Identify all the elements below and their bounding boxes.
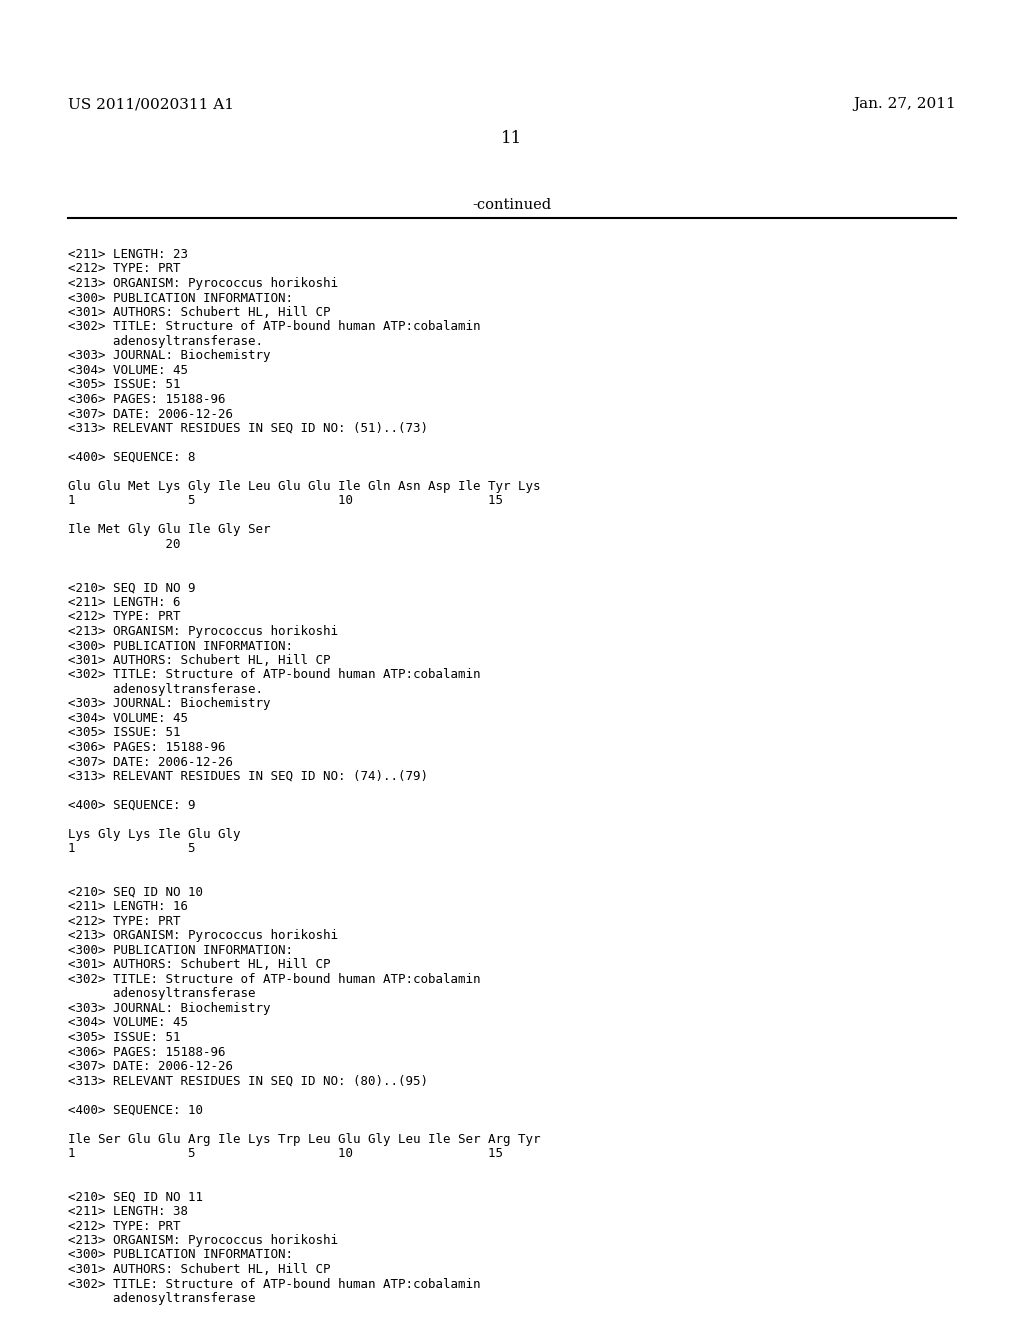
Text: <313> RELEVANT RESIDUES IN SEQ ID NO: (74)..(79): <313> RELEVANT RESIDUES IN SEQ ID NO: (7… xyxy=(68,770,428,783)
Text: -continued: -continued xyxy=(472,198,552,213)
Text: <212> TYPE: PRT: <212> TYPE: PRT xyxy=(68,915,180,928)
Text: <307> DATE: 2006-12-26: <307> DATE: 2006-12-26 xyxy=(68,1060,233,1073)
Text: 1               5: 1 5 xyxy=(68,842,196,855)
Text: 20: 20 xyxy=(68,539,180,550)
Text: <211> LENGTH: 6: <211> LENGTH: 6 xyxy=(68,597,180,609)
Text: <301> AUTHORS: Schubert HL, Hill CP: <301> AUTHORS: Schubert HL, Hill CP xyxy=(68,306,331,319)
Text: US 2011/0020311 A1: US 2011/0020311 A1 xyxy=(68,96,234,111)
Text: <302> TITLE: Structure of ATP-bound human ATP:cobalamin: <302> TITLE: Structure of ATP-bound huma… xyxy=(68,1278,480,1291)
Text: Glu Glu Met Lys Gly Ile Leu Glu Glu Ile Gln Asn Asp Ile Tyr Lys: Glu Glu Met Lys Gly Ile Leu Glu Glu Ile … xyxy=(68,480,541,492)
Text: <304> VOLUME: 45: <304> VOLUME: 45 xyxy=(68,711,188,725)
Text: <307> DATE: 2006-12-26: <307> DATE: 2006-12-26 xyxy=(68,755,233,768)
Text: <300> PUBLICATION INFORMATION:: <300> PUBLICATION INFORMATION: xyxy=(68,944,293,957)
Text: 11: 11 xyxy=(502,129,522,147)
Text: <210> SEQ ID NO 10: <210> SEQ ID NO 10 xyxy=(68,886,203,899)
Text: adenosyltransferase.: adenosyltransferase. xyxy=(68,682,263,696)
Text: <304> VOLUME: 45: <304> VOLUME: 45 xyxy=(68,1016,188,1030)
Text: <213> ORGANISM: Pyrococcus horikoshi: <213> ORGANISM: Pyrococcus horikoshi xyxy=(68,277,338,290)
Text: <302> TITLE: Structure of ATP-bound human ATP:cobalamin: <302> TITLE: Structure of ATP-bound huma… xyxy=(68,668,480,681)
Text: Ile Met Gly Glu Ile Gly Ser: Ile Met Gly Glu Ile Gly Ser xyxy=(68,524,270,536)
Text: 1               5                   10                  15: 1 5 10 15 xyxy=(68,1147,503,1160)
Text: Ile Ser Glu Glu Arg Ile Lys Trp Leu Glu Gly Leu Ile Ser Arg Tyr: Ile Ser Glu Glu Arg Ile Lys Trp Leu Glu … xyxy=(68,1133,541,1146)
Text: <303> JOURNAL: Biochemistry: <303> JOURNAL: Biochemistry xyxy=(68,1002,270,1015)
Text: <306> PAGES: 15188-96: <306> PAGES: 15188-96 xyxy=(68,393,225,407)
Text: <211> LENGTH: 38: <211> LENGTH: 38 xyxy=(68,1205,188,1218)
Text: <305> ISSUE: 51: <305> ISSUE: 51 xyxy=(68,726,180,739)
Text: <400> SEQUENCE: 10: <400> SEQUENCE: 10 xyxy=(68,1104,203,1117)
Text: <301> AUTHORS: Schubert HL, Hill CP: <301> AUTHORS: Schubert HL, Hill CP xyxy=(68,958,331,972)
Text: <303> JOURNAL: Biochemistry: <303> JOURNAL: Biochemistry xyxy=(68,350,270,363)
Text: adenosyltransferase.: adenosyltransferase. xyxy=(68,335,263,348)
Text: adenosyltransferase: adenosyltransferase xyxy=(68,987,256,1001)
Text: <210> SEQ ID NO 9: <210> SEQ ID NO 9 xyxy=(68,582,196,594)
Text: <301> AUTHORS: Schubert HL, Hill CP: <301> AUTHORS: Schubert HL, Hill CP xyxy=(68,1263,331,1276)
Text: <400> SEQUENCE: 8: <400> SEQUENCE: 8 xyxy=(68,451,196,465)
Text: <300> PUBLICATION INFORMATION:: <300> PUBLICATION INFORMATION: xyxy=(68,292,293,305)
Text: <305> ISSUE: 51: <305> ISSUE: 51 xyxy=(68,1031,180,1044)
Text: 1               5                   10                  15: 1 5 10 15 xyxy=(68,495,503,507)
Text: <302> TITLE: Structure of ATP-bound human ATP:cobalamin: <302> TITLE: Structure of ATP-bound huma… xyxy=(68,973,480,986)
Text: <212> TYPE: PRT: <212> TYPE: PRT xyxy=(68,610,180,623)
Text: <302> TITLE: Structure of ATP-bound human ATP:cobalamin: <302> TITLE: Structure of ATP-bound huma… xyxy=(68,321,480,334)
Text: Lys Gly Lys Ile Glu Gly: Lys Gly Lys Ile Glu Gly xyxy=(68,828,241,841)
Text: <213> ORGANISM: Pyrococcus horikoshi: <213> ORGANISM: Pyrococcus horikoshi xyxy=(68,1234,338,1247)
Text: Jan. 27, 2011: Jan. 27, 2011 xyxy=(853,96,956,111)
Text: adenosyltransferase: adenosyltransferase xyxy=(68,1292,256,1305)
Text: <211> LENGTH: 16: <211> LENGTH: 16 xyxy=(68,900,188,913)
Text: <305> ISSUE: 51: <305> ISSUE: 51 xyxy=(68,379,180,392)
Text: <313> RELEVANT RESIDUES IN SEQ ID NO: (51)..(73): <313> RELEVANT RESIDUES IN SEQ ID NO: (5… xyxy=(68,422,428,436)
Text: <307> DATE: 2006-12-26: <307> DATE: 2006-12-26 xyxy=(68,408,233,421)
Text: <400> SEQUENCE: 9: <400> SEQUENCE: 9 xyxy=(68,799,196,812)
Text: <300> PUBLICATION INFORMATION:: <300> PUBLICATION INFORMATION: xyxy=(68,639,293,652)
Text: <301> AUTHORS: Schubert HL, Hill CP: <301> AUTHORS: Schubert HL, Hill CP xyxy=(68,653,331,667)
Text: <212> TYPE: PRT: <212> TYPE: PRT xyxy=(68,263,180,276)
Text: <211> LENGTH: 23: <211> LENGTH: 23 xyxy=(68,248,188,261)
Text: <300> PUBLICATION INFORMATION:: <300> PUBLICATION INFORMATION: xyxy=(68,1249,293,1262)
Text: <306> PAGES: 15188-96: <306> PAGES: 15188-96 xyxy=(68,741,225,754)
Text: <304> VOLUME: 45: <304> VOLUME: 45 xyxy=(68,364,188,378)
Text: <210> SEQ ID NO 11: <210> SEQ ID NO 11 xyxy=(68,1191,203,1204)
Text: <303> JOURNAL: Biochemistry: <303> JOURNAL: Biochemistry xyxy=(68,697,270,710)
Text: <213> ORGANISM: Pyrococcus horikoshi: <213> ORGANISM: Pyrococcus horikoshi xyxy=(68,624,338,638)
Text: <306> PAGES: 15188-96: <306> PAGES: 15188-96 xyxy=(68,1045,225,1059)
Text: <313> RELEVANT RESIDUES IN SEQ ID NO: (80)..(95): <313> RELEVANT RESIDUES IN SEQ ID NO: (8… xyxy=(68,1074,428,1088)
Text: <213> ORGANISM: Pyrococcus horikoshi: <213> ORGANISM: Pyrococcus horikoshi xyxy=(68,929,338,942)
Text: <212> TYPE: PRT: <212> TYPE: PRT xyxy=(68,1220,180,1233)
